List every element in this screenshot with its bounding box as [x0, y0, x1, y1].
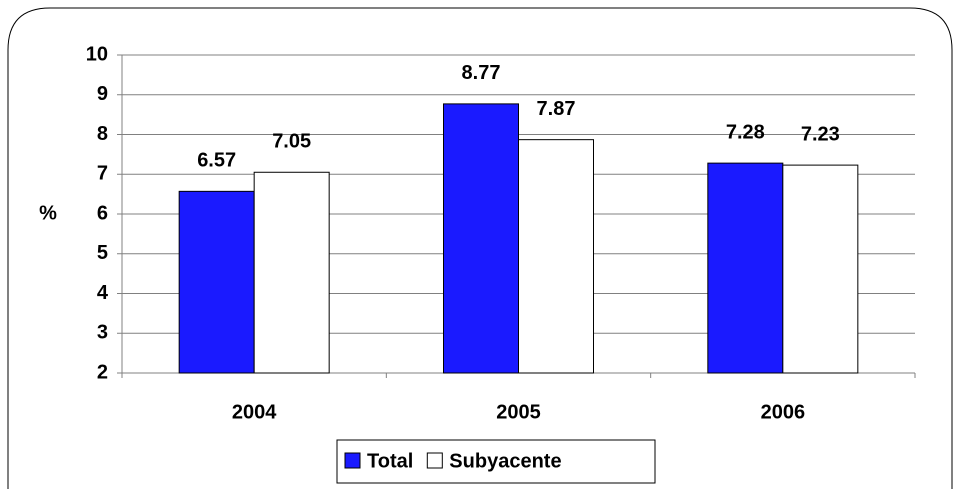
legend-box: [336, 439, 656, 484]
bar: [518, 139, 594, 374]
y-tick-label: 5: [97, 242, 108, 264]
data-label: 7.05: [272, 131, 311, 153]
x-tick-label: 2004: [232, 401, 277, 423]
legend-swatch: [426, 452, 443, 469]
y-tick-label: 9: [97, 83, 108, 105]
x-tick-label: 2005: [496, 401, 541, 423]
bar: [707, 162, 784, 374]
legend-label: Subyacente: [449, 450, 561, 472]
data-label: 8.77: [462, 62, 501, 84]
y-tick-label: 10: [86, 43, 108, 65]
y-tick-label: 4: [97, 282, 109, 304]
y-axis-label: %: [39, 202, 57, 224]
y-tick-label: 8: [97, 123, 108, 145]
x-tick-label: 2006: [761, 401, 806, 423]
bar: [253, 171, 330, 374]
data-label: 7.87: [537, 98, 576, 120]
y-tick-label: 6: [97, 202, 108, 224]
frame: [7, 7, 953, 489]
y-tick-label: 3: [97, 322, 108, 344]
data-label: 7.23: [801, 123, 840, 145]
bar: [178, 190, 255, 374]
y-tick-label: 2: [97, 361, 108, 383]
data-label: 7.28: [726, 121, 765, 143]
bar: [443, 103, 519, 374]
bar: [782, 164, 859, 374]
y-tick-label: 7: [97, 163, 108, 185]
legend-swatch: [344, 452, 361, 469]
data-label: 6.57: [197, 150, 236, 172]
legend-label: Total: [367, 450, 413, 472]
